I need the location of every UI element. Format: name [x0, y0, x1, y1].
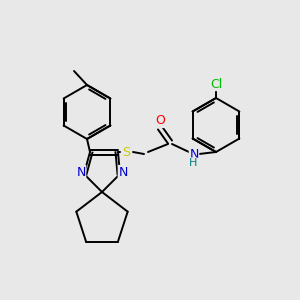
Text: Cl: Cl: [210, 77, 222, 91]
Text: O: O: [155, 115, 165, 128]
Text: N: N: [189, 148, 199, 160]
Text: N: N: [118, 166, 128, 178]
Text: H: H: [189, 158, 197, 168]
Text: S: S: [122, 146, 130, 158]
Text: N: N: [76, 166, 86, 178]
